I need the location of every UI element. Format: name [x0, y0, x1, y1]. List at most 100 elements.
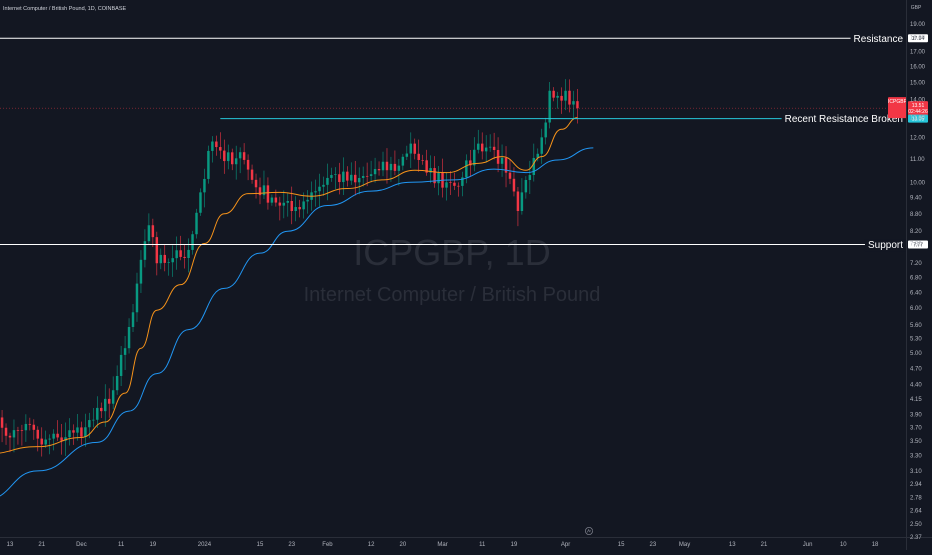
candle	[139, 250, 143, 293]
candle-body	[302, 201, 305, 210]
candle	[377, 161, 381, 176]
tradingview-logo-icon[interactable]: TradingView	[585, 527, 595, 536]
candle-body	[480, 143, 484, 152]
candle	[477, 129, 480, 154]
candle-body	[274, 197, 278, 203]
horizontal-levels[interactable]: Resistance 17.94 Recent Resistance Broken S…	[0, 33, 928, 252]
candle	[266, 177, 270, 210]
candle	[20, 424, 24, 446]
candle	[373, 157, 377, 183]
candle	[104, 384, 107, 427]
candle-body	[8, 435, 12, 438]
candle-body	[250, 169, 254, 180]
candle	[572, 90, 575, 120]
candle	[219, 132, 222, 159]
last-price-value: 13.51	[912, 103, 925, 109]
level-support[interactable]: Support 7.77	[0, 239, 928, 252]
candle	[286, 192, 290, 217]
candle-body	[294, 207, 297, 212]
candle	[167, 258, 170, 276]
candle	[306, 190, 309, 214]
candle-body	[465, 160, 468, 178]
candle-body	[298, 207, 301, 210]
y-tick-label: 6.40	[910, 290, 922, 296]
x-tick-label: 10	[840, 542, 847, 548]
candle	[357, 167, 361, 195]
level-note-backdrop	[864, 239, 907, 252]
y-tick-label: 5.00	[910, 351, 922, 357]
candle	[250, 164, 254, 184]
candle	[520, 178, 524, 215]
candle-body	[457, 185, 460, 187]
candle-body	[350, 174, 353, 181]
candle-body	[397, 165, 401, 171]
candle	[318, 173, 321, 207]
y-tick-label: 4.15	[910, 397, 922, 403]
candle-body	[179, 250, 182, 257]
candle-body	[409, 143, 413, 154]
x-tick-label: 13	[7, 542, 14, 548]
candle-body	[48, 438, 51, 440]
candle-body	[258, 187, 262, 196]
candle	[262, 170, 266, 200]
candle-body	[413, 143, 416, 154]
candle-body	[373, 169, 377, 175]
candle-body	[88, 420, 91, 428]
candle-body	[389, 163, 393, 171]
level-resistance[interactable]: Resistance 17.94	[0, 33, 928, 46]
candle-body	[207, 150, 210, 179]
y-tick-label: 8.20	[910, 229, 922, 235]
candle-body	[270, 197, 274, 203]
x-tick-label: 15	[618, 542, 625, 548]
candle	[211, 136, 214, 163]
candle-body	[421, 159, 424, 161]
y-tick-label: 16.00	[910, 65, 926, 71]
candle	[492, 132, 496, 160]
level-recent-resistance[interactable]: Recent Resistance Broken	[220, 113, 906, 126]
candle-body	[4, 427, 8, 436]
candle	[453, 172, 456, 191]
candle-body	[528, 175, 532, 180]
candle-body	[524, 179, 528, 193]
y-tick-label: 6.00	[910, 306, 922, 312]
candle-body	[32, 424, 36, 430]
last-price-symbol: ICPGBP	[888, 99, 908, 105]
candle	[350, 162, 353, 185]
y-tick-label: 12.00	[910, 135, 926, 141]
candle	[330, 167, 333, 182]
candle	[155, 231, 159, 276]
candle-body	[564, 90, 567, 101]
y-tick-label: 18.00	[910, 35, 926, 41]
currency-label: GBP	[911, 5, 922, 11]
candle	[548, 82, 551, 129]
candle	[227, 144, 230, 170]
candle-body	[167, 262, 170, 263]
candle	[28, 417, 32, 431]
candle-body	[227, 152, 230, 162]
candle	[100, 402, 103, 419]
candle	[68, 418, 71, 446]
candle-body	[365, 175, 369, 177]
candle	[393, 150, 397, 176]
candle-body	[369, 174, 373, 177]
candle-body	[556, 95, 559, 98]
level-price-tag-text: 17.94	[912, 36, 925, 42]
candle-body	[80, 427, 83, 437]
candle	[92, 408, 95, 428]
watermark: ICPGBP, 1D Internet Computer / British P…	[304, 232, 601, 306]
y-tick-label: 2.64	[910, 508, 922, 514]
x-tick-label: May	[679, 542, 690, 548]
candle	[405, 145, 409, 161]
candle-body	[151, 225, 155, 238]
candle-body	[119, 354, 123, 376]
y-tick-label: 13.00	[910, 116, 926, 122]
candle	[84, 413, 87, 447]
candle	[417, 139, 420, 172]
x-tick-label: 23	[288, 542, 295, 548]
candle	[135, 272, 139, 322]
candle	[326, 163, 329, 201]
